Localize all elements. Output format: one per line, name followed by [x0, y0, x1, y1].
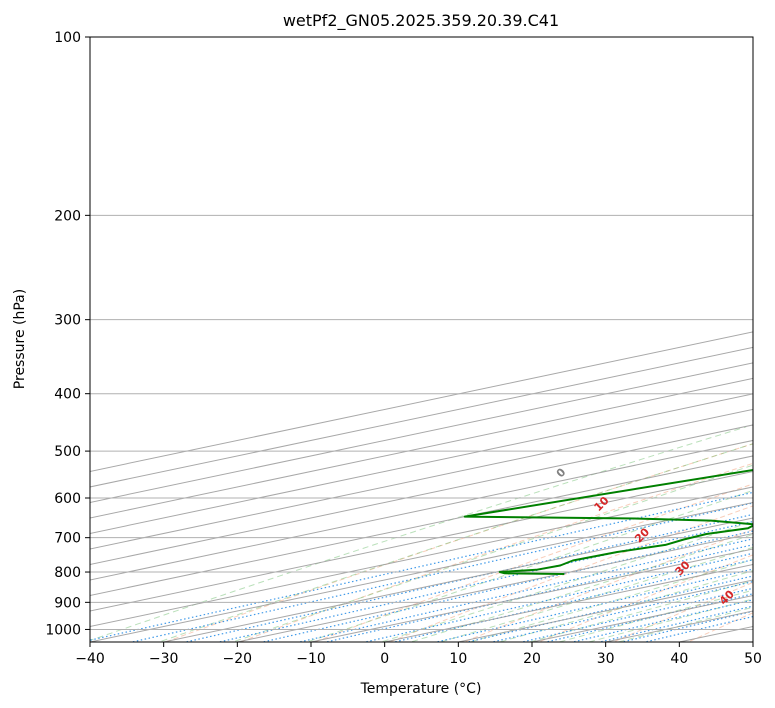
dry-adiabat [462, 528, 753, 642]
mixing-ratio-line [129, 502, 753, 642]
x-axis: −40 −30 −20 −10 0 10 20 30 40 50 [75, 642, 762, 667]
dry-adiabat [238, 462, 753, 642]
series-lines [463, 468, 753, 575]
x-tick-label: 30 [597, 651, 615, 667]
isotherm [90, 331, 753, 472]
x-tick-label: −10 [296, 651, 326, 667]
mixing-ratio-line [323, 544, 753, 642]
isotherm [90, 470, 753, 612]
x-tick-label: −40 [75, 651, 105, 667]
y-axis-title: Pressure (hPa) [12, 289, 28, 389]
mixing-ratio-line [489, 580, 753, 642]
isotherm [163, 517, 753, 642]
x-tick-label: 50 [744, 651, 762, 667]
mixing-ratio-line [519, 587, 753, 642]
x-tick-label: −30 [149, 651, 179, 667]
moist-adiabat [468, 558, 753, 642]
mixing-ratio-line [433, 568, 753, 642]
y-tick-label: 800 [54, 565, 81, 581]
moist-adiabat [527, 580, 753, 642]
isotherm [90, 455, 753, 596]
isotherm [90, 439, 753, 581]
x-tick-label: 40 [670, 651, 688, 667]
isotherm [90, 408, 753, 550]
y-tick-label: 300 [54, 313, 81, 329]
plot-frame [89, 36, 754, 643]
y-tick-label: 600 [54, 491, 81, 507]
profile-line-2 [463, 468, 753, 575]
moist-adiabat [438, 546, 753, 642]
y-tick-label: 200 [54, 208, 81, 224]
dry-adiabat [163, 443, 753, 642]
dry-adiabat [388, 505, 753, 642]
isotherm [237, 532, 753, 642]
moist-adiabat [586, 598, 753, 642]
isotherm [90, 486, 753, 627]
x-tick-label: 10 [449, 651, 467, 667]
y-tick-label: 400 [54, 387, 81, 403]
y-tick-label: 1000 [45, 622, 81, 638]
x-tick-label: −20 [223, 651, 253, 667]
x-tick-label: 0 [380, 651, 389, 667]
y-tick-label: 100 [54, 30, 81, 46]
y-tick-label: 500 [54, 444, 81, 460]
mixing-ratio-line [464, 575, 753, 642]
dry-adiabat [313, 483, 753, 642]
y-axis: 100 200 300 400 500 600 700 800 900 1000 [45, 30, 90, 638]
y-tick-label: 900 [54, 595, 81, 611]
x-tick-label: 20 [523, 651, 541, 667]
x-axis-title: Temperature (°C) [360, 681, 482, 697]
moist-adiabat [157, 443, 753, 642]
isotherm [90, 424, 753, 565]
grid-lines [90, 37, 753, 642]
mixing-ratio-line [183, 513, 753, 642]
isotherm [90, 501, 753, 642]
moist-adiabat [231, 464, 753, 642]
y-tick-label: 700 [54, 531, 81, 547]
chart-title: wetPf2_GN05.2025.359.20.39.C41 [283, 11, 559, 31]
